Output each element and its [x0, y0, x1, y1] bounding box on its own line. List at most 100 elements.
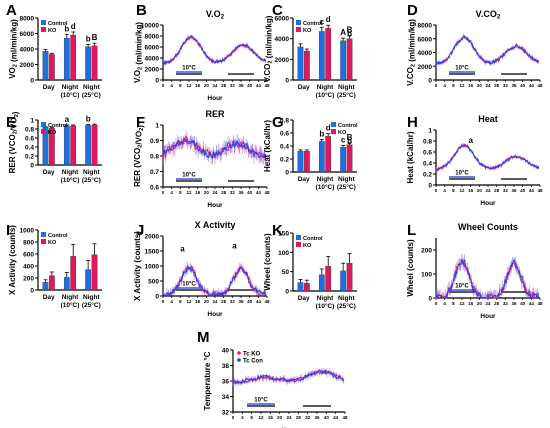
legend-swatch: [41, 27, 46, 32]
x-tick-label: Day: [298, 84, 310, 91]
data-point: [497, 164, 500, 167]
x-tick-label: 32: [230, 190, 236, 195]
data-point: [282, 377, 285, 380]
y-tick-label: 0: [30, 288, 34, 295]
data-point: [232, 380, 234, 383]
data-point: [435, 63, 437, 66]
x-tick-label: 24: [212, 190, 218, 195]
y-tick-label: 36: [222, 379, 230, 386]
y-tick-label: 2000: [145, 234, 160, 241]
data-point: [214, 294, 216, 296]
data-point: [442, 164, 445, 167]
x-tick-label: 12: [459, 83, 465, 88]
data-point: [177, 140, 180, 142]
data-point: [450, 284, 453, 287]
y-tick-label: 40: [222, 348, 230, 355]
data-point: [182, 42, 185, 44]
x-tick-label: 4: [170, 299, 173, 304]
bar: [297, 282, 304, 292]
y-tick-label: 4000: [20, 47, 35, 54]
legend-swatch: [41, 239, 46, 244]
data-point: [479, 163, 482, 166]
temperature-label: 10°C: [182, 66, 196, 72]
data-point: [321, 370, 324, 373]
bar: [297, 46, 304, 81]
y-tick-label: 0.4: [280, 144, 289, 151]
data-point: [214, 155, 216, 158]
data-point: [172, 288, 175, 291]
data-point: [177, 284, 180, 287]
data-point: [224, 148, 227, 150]
data-point: [242, 44, 245, 46]
x-tick-label: Night: [62, 169, 79, 176]
data-point: [169, 291, 172, 294]
x-tick-label: 4: [170, 83, 173, 88]
y-tick-label: 1: [155, 123, 159, 130]
y-tick-label: 38: [222, 363, 230, 370]
data-point: [245, 143, 248, 145]
x-tick-label: 40: [520, 188, 526, 193]
y-tick-label: 8000: [418, 23, 433, 30]
x-tick-label: Night: [83, 84, 100, 91]
y-tick-label: 4000: [145, 56, 160, 63]
x-tick-label: 44: [529, 301, 535, 306]
legend-swatch: [296, 235, 301, 240]
data-point: [497, 294, 500, 297]
x-tick-label: 48: [264, 190, 270, 195]
x-tick-label: 32: [503, 83, 509, 88]
x-tick-label: 20: [277, 415, 283, 420]
data-point: [466, 144, 469, 147]
data-point: [260, 375, 262, 377]
chart-e: 0 0.2 0.4 0.6 0.8 1 RER (VCO2/VO2)E Day Night(10…: [6, 111, 102, 184]
x-tick-label: 0: [162, 83, 165, 88]
chart-title: V.CO2: [476, 9, 501, 21]
data-point: [198, 43, 201, 45]
data-point: [476, 294, 479, 296]
data-point: [240, 381, 243, 384]
x-tick-label: 0: [162, 299, 165, 304]
data-point: [479, 293, 482, 296]
data-point: [240, 141, 242, 144]
x-tick-label: 0: [162, 190, 165, 195]
legend-label: KO: [303, 243, 312, 249]
data-point: [172, 58, 175, 61]
bar: [70, 34, 77, 81]
legend-swatch: [296, 20, 301, 25]
x-tick-label: 48: [264, 83, 270, 88]
data-point: [288, 380, 290, 383]
x-tick-label: (10°C): [316, 91, 335, 99]
data-point: [240, 266, 242, 269]
x-tick-label: 48: [342, 415, 348, 420]
y-tick-label: 0: [428, 296, 432, 303]
x-tick-label: (25°C): [82, 301, 101, 309]
y-tick-label: 100: [421, 272, 432, 279]
legend-label: Control: [303, 236, 323, 242]
significance-label: b: [64, 24, 69, 33]
data-point: [296, 378, 299, 380]
x-tick-label: Night: [62, 84, 79, 91]
bar: [325, 266, 332, 292]
x-tick-label: Night: [83, 294, 100, 301]
significance-label: d: [326, 124, 331, 133]
legend-label: Tc KO: [243, 351, 261, 357]
data-point: [304, 374, 307, 377]
data-point: [476, 158, 479, 161]
data-point: [182, 142, 185, 145]
bar: [49, 54, 55, 81]
data-point: [221, 59, 224, 61]
x-tick-label: 20: [204, 190, 210, 195]
data-point: [167, 146, 170, 148]
y-tick-label: 0.6: [423, 150, 432, 157]
data-point: [211, 156, 214, 159]
data-point: [195, 39, 198, 42]
data-point: [531, 56, 534, 58]
y-tick-label: 1500: [145, 249, 160, 256]
data-point: [180, 142, 183, 145]
x-tick-label: 0: [435, 301, 438, 306]
data-point: [510, 155, 513, 158]
data-point: [497, 57, 500, 60]
bar: [42, 51, 49, 81]
data-point: [442, 297, 445, 299]
x-tick-label: 32: [305, 415, 311, 420]
